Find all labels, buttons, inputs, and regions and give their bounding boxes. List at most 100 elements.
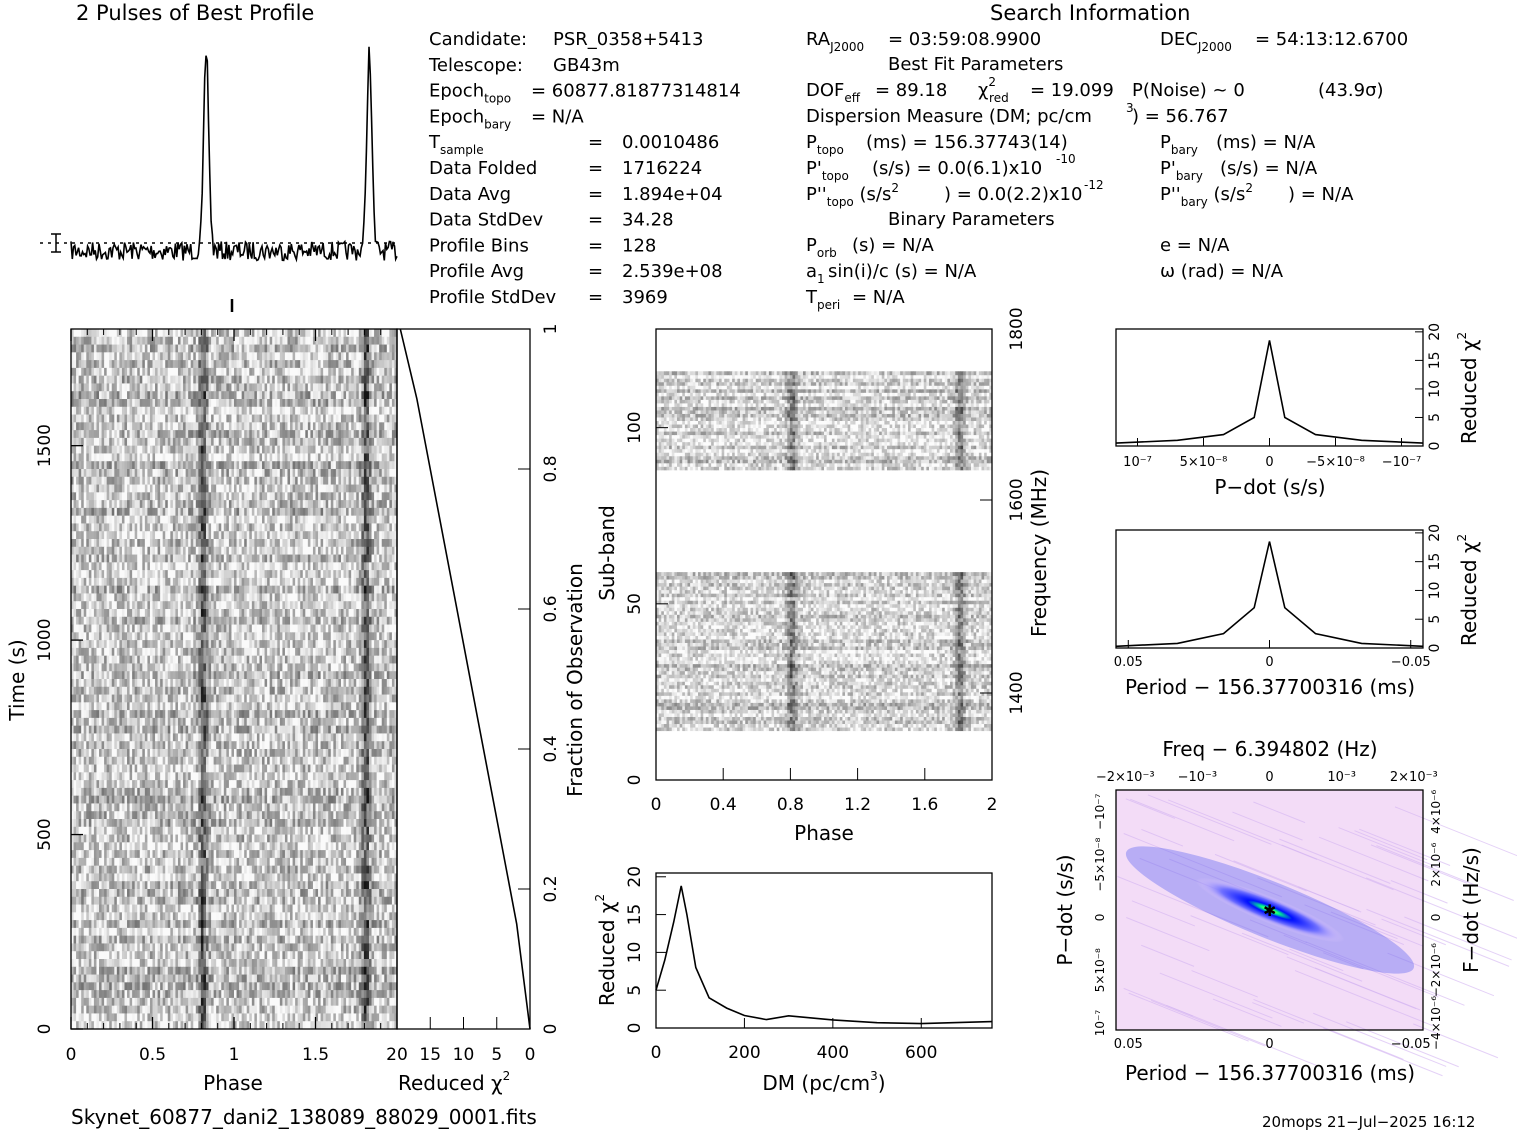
tp-cell [111, 476, 115, 485]
tp-cell [358, 539, 362, 548]
tp-cell [279, 406, 283, 415]
tp-cell [366, 484, 370, 493]
tp-cell [73, 453, 77, 462]
tp-cell [246, 539, 250, 548]
tp-cell [292, 500, 296, 509]
tp-cell [259, 515, 263, 524]
tp-cell [177, 430, 181, 439]
tp-cell [267, 414, 271, 423]
tp-cell [274, 476, 278, 485]
tp-cell [188, 453, 192, 462]
tp-cell [241, 585, 245, 594]
tp-cell [274, 593, 278, 602]
tp-cell [323, 593, 327, 602]
tp-cell [231, 383, 235, 392]
tp-cell [177, 577, 181, 587]
tp-cell [333, 461, 337, 470]
tp-cell [81, 391, 85, 400]
tp-cell [114, 437, 118, 447]
tp-cell [155, 476, 158, 485]
tp-cell [73, 577, 77, 587]
tp-cell [374, 336, 378, 345]
tp-cell [284, 570, 288, 579]
tp-cell [340, 461, 344, 470]
tp-cell [162, 601, 166, 610]
tp-cell [353, 437, 357, 447]
tp-cell [389, 367, 393, 377]
tp-cell [226, 476, 230, 485]
tp-cell [195, 360, 199, 369]
tp-cell [142, 399, 146, 408]
tp-cell [106, 577, 110, 587]
tp-cell [297, 360, 301, 369]
tp-cell [351, 577, 355, 587]
tp-cell [346, 515, 350, 524]
tp-cell [279, 554, 283, 563]
tp-cell [121, 344, 125, 353]
pddtopo-label: P''topo (s/s2 [806, 181, 899, 209]
tp-cell [272, 492, 276, 501]
tp-cell [358, 492, 362, 501]
tp-cell [343, 577, 347, 587]
tp-cell [269, 399, 273, 408]
tp-cell [391, 523, 395, 532]
tp-cell [279, 367, 283, 377]
tp-cell [114, 445, 118, 454]
tp-cell [368, 476, 372, 485]
tp-cell [279, 469, 283, 478]
tp-cell [172, 375, 176, 384]
tp-cell [318, 500, 321, 509]
tp-cell [328, 344, 332, 353]
tp-cell [200, 391, 204, 400]
info-eq-6: = [588, 184, 603, 205]
tp-cell [127, 562, 130, 571]
tp-cell [221, 329, 225, 338]
tp-cell [81, 562, 85, 571]
tp-cell [175, 577, 179, 587]
tp-cell [346, 336, 350, 345]
tp-cell [335, 375, 339, 384]
tp-cell [381, 445, 385, 454]
tp-cell [368, 360, 372, 369]
tp-cell [86, 352, 90, 361]
tp-cell [358, 383, 362, 392]
tp-cell [99, 367, 102, 377]
tp-cell [132, 391, 136, 400]
tp-cell [368, 577, 372, 587]
tp-cell [379, 360, 383, 369]
tp-cell [149, 570, 153, 579]
tp-cell [318, 523, 321, 532]
tp-cell [162, 329, 166, 338]
tp-cell [256, 445, 260, 454]
tp-cell [325, 422, 329, 431]
tp-cell [312, 437, 316, 447]
tp-cell [330, 616, 334, 625]
tp-cell [167, 585, 171, 594]
tp-cell [152, 539, 156, 548]
tp-cell [249, 469, 253, 478]
tp-cell [351, 476, 355, 485]
tp-cell [213, 430, 217, 439]
tp-cell [127, 360, 130, 369]
tp-cell [312, 406, 316, 415]
tp-cell [305, 546, 309, 555]
tp-cell [81, 461, 85, 470]
tp-cell [284, 329, 288, 338]
tp-cell [134, 399, 138, 408]
tp-cell [353, 507, 357, 517]
tp-cell [333, 453, 337, 462]
tp-cell [152, 391, 156, 400]
tp-cell [152, 601, 156, 610]
tp-cell [267, 554, 271, 563]
tp-cell [328, 539, 332, 548]
tp-cell [170, 554, 174, 563]
tp-cell [155, 453, 158, 462]
tp-cell [358, 329, 362, 338]
tp-cell [386, 577, 390, 587]
tp-cell [358, 336, 362, 345]
tp-cell [83, 367, 87, 377]
tp-cell [73, 360, 77, 369]
tp-cell [203, 570, 207, 579]
tp-cell [83, 539, 87, 548]
tp-cell [363, 461, 367, 470]
